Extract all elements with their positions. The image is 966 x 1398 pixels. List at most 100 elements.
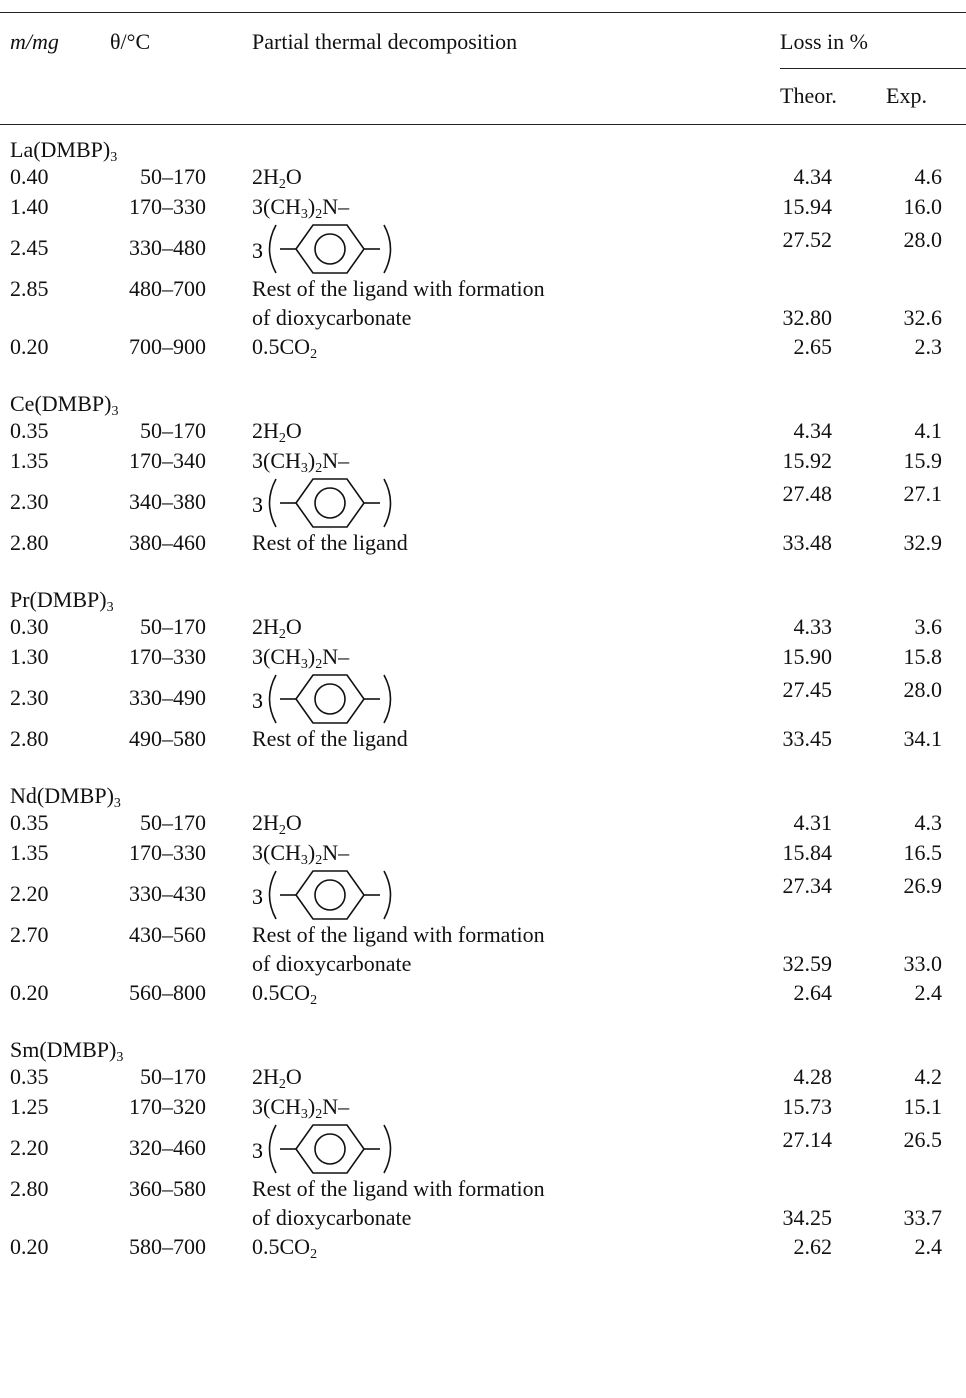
theor-cell: 4.31 <box>793 810 833 835</box>
temp-cell: 50–170 <box>140 418 206 443</box>
benzene-ring-icon: 3 <box>252 478 392 528</box>
benzene-ring-icon: 3 <box>252 870 392 920</box>
mass-cell: 2.20 <box>10 881 49 906</box>
temp-cell: 700–900 <box>129 334 206 359</box>
theor-cell: 27.14 <box>782 1127 833 1152</box>
temp-cell: 480–700 <box>129 276 206 301</box>
exp-cell: 26.5 <box>903 1127 943 1152</box>
theor-cell: 27.34 <box>782 873 833 898</box>
mass-cell: 1.35 <box>10 840 49 865</box>
svg-text:3: 3 <box>252 492 263 517</box>
temp-cell: 170–330 <box>129 194 206 219</box>
compound-label: Ce(DMBP)3 <box>10 391 119 419</box>
mass-cell: 1.35 <box>10 448 49 473</box>
theor-cell: 27.48 <box>782 481 833 506</box>
mass-cell: 2.30 <box>10 489 49 514</box>
header-mass: m/mg <box>10 29 59 54</box>
exp-cell: 15.1 <box>903 1094 943 1119</box>
exp-cell: 28.0 <box>903 227 943 252</box>
temp-cell: 430–560 <box>129 922 206 947</box>
svg-text:3: 3 <box>252 884 263 909</box>
exp-cell: 26.9 <box>903 873 943 898</box>
mass-cell: 1.40 <box>10 194 49 219</box>
temp-cell: 380–460 <box>129 530 206 555</box>
desc-cell: 3(CH3)2N– <box>252 448 350 476</box>
temp-cell: 330–490 <box>129 685 206 710</box>
desc-cell: Rest of the ligand with formation <box>252 922 545 947</box>
mass-cell: 2.80 <box>10 1176 49 1201</box>
theor-cell: 33.45 <box>782 726 833 751</box>
exp-cell: 33.0 <box>903 951 943 976</box>
temp-cell: 560–800 <box>129 980 206 1005</box>
mass-cell: 0.20 <box>10 334 49 359</box>
mass-cell: 0.20 <box>10 1234 49 1259</box>
desc-cell-continued: of dioxycarbonate <box>252 305 412 330</box>
compound-label: Sm(DMBP)3 <box>10 1037 124 1065</box>
desc-cell: 2H2O <box>252 1064 302 1092</box>
temp-cell: 50–170 <box>140 164 206 189</box>
header-loss: Loss in % <box>780 29 868 54</box>
exp-cell: 15.8 <box>903 644 943 669</box>
mass-cell: 2.85 <box>10 276 49 301</box>
temp-cell: 50–170 <box>140 1064 206 1089</box>
exp-cell: 4.1 <box>914 418 943 443</box>
exp-cell: 2.3 <box>914 334 943 359</box>
desc-cell: 0.5CO2 <box>252 980 318 1008</box>
exp-cell: 4.3 <box>914 810 943 835</box>
theor-cell: 2.64 <box>793 980 833 1005</box>
temp-cell: 170–330 <box>129 840 206 865</box>
theor-cell: 27.45 <box>782 677 833 702</box>
mass-cell: 2.20 <box>10 1135 49 1160</box>
header-bottom-rule <box>0 124 966 125</box>
theor-cell: 32.80 <box>782 305 833 330</box>
theor-cell: 15.90 <box>782 644 833 669</box>
temp-cell: 360–580 <box>129 1176 206 1201</box>
temp-cell: 170–340 <box>129 448 206 473</box>
exp-cell: 4.6 <box>914 164 943 189</box>
desc-cell: 3(CH3)2N– <box>252 1094 350 1122</box>
exp-cell: 32.6 <box>903 305 943 330</box>
compound-label: Nd(DMBP)3 <box>10 783 121 811</box>
desc-cell: 2H2O <box>252 164 302 192</box>
exp-cell: 32.9 <box>903 530 943 555</box>
exp-cell: 2.4 <box>914 980 943 1005</box>
exp-cell: 27.1 <box>903 481 943 506</box>
desc-cell: 3(CH3)2N– <box>252 194 350 222</box>
desc-cell: Rest of the ligand <box>252 530 408 555</box>
desc-cell: 2H2O <box>252 614 302 642</box>
header-desc: Partial thermal decomposition <box>252 29 518 54</box>
header-theor: Theor. <box>780 83 837 108</box>
mass-cell: 2.80 <box>10 530 49 555</box>
theor-cell: 15.73 <box>782 1094 833 1119</box>
mass-cell: 0.35 <box>10 1064 49 1089</box>
desc-cell: 0.5CO2 <box>252 1234 318 1262</box>
compound-label: La(DMBP)3 <box>10 137 118 165</box>
desc-cell: 0.5CO2 <box>252 334 318 362</box>
theor-cell: 2.65 <box>793 334 833 359</box>
theor-cell: 4.34 <box>793 418 833 443</box>
mass-cell: 2.70 <box>10 922 49 947</box>
compound-label: Pr(DMBP)3 <box>10 587 114 615</box>
exp-cell: 3.6 <box>914 614 943 639</box>
temp-cell: 330–480 <box>129 235 206 260</box>
temp-cell: 490–580 <box>129 726 206 751</box>
desc-cell: Rest of the ligand with formation <box>252 276 545 301</box>
exp-cell: 16.0 <box>903 194 943 219</box>
exp-cell: 4.2 <box>914 1064 943 1089</box>
svg-text:3: 3 <box>252 688 263 713</box>
mass-cell: 0.35 <box>10 418 49 443</box>
theor-cell: 15.84 <box>782 840 833 865</box>
theor-cell: 32.59 <box>782 951 833 976</box>
theor-cell: 15.92 <box>782 448 833 473</box>
temp-cell: 320–460 <box>129 1135 206 1160</box>
mass-cell: 2.80 <box>10 726 49 751</box>
svg-text:3: 3 <box>252 238 263 263</box>
temp-cell: 340–380 <box>129 489 206 514</box>
theor-cell: 4.34 <box>793 164 833 189</box>
header-temp: θ/°C <box>110 29 151 54</box>
exp-cell: 33.7 <box>903 1205 943 1230</box>
loss-subrule <box>780 68 966 69</box>
desc-cell: 2H2O <box>252 810 302 838</box>
temp-cell: 50–170 <box>140 614 206 639</box>
desc-cell: 2H2O <box>252 418 302 446</box>
